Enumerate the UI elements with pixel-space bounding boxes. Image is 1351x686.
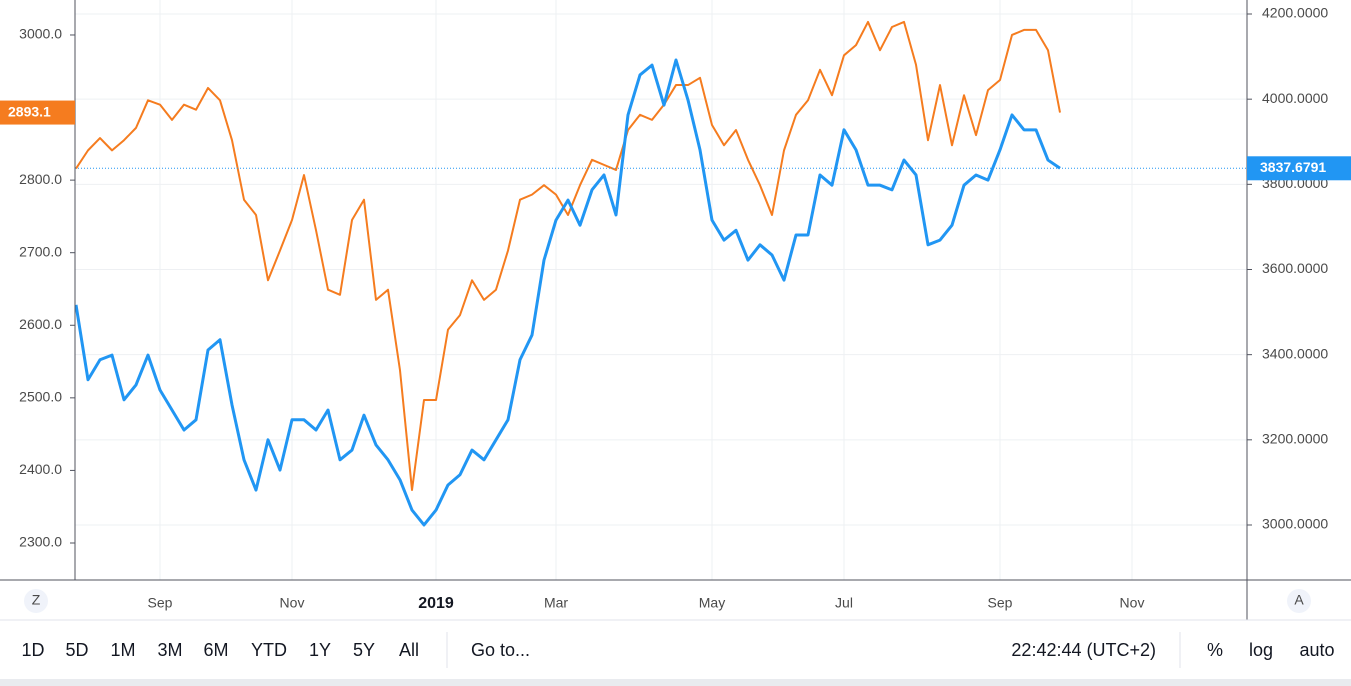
a-button-label[interactable]: A (1294, 592, 1304, 608)
range-button[interactable]: YTD (251, 640, 287, 660)
x-tick-label: Mar (544, 595, 568, 611)
x-tick-label: Nov (280, 595, 305, 611)
x-tick-label: Sep (988, 595, 1013, 611)
y-tick-label: 2500.0 (19, 389, 62, 405)
bottom-strip (0, 679, 1351, 686)
option-button[interactable]: log (1249, 640, 1273, 660)
y2-tick-label: 4200.0000 (1262, 5, 1328, 21)
price-label: 3837.6791 (1260, 159, 1326, 175)
price-label-box (1247, 156, 1351, 181)
y2-tick-label: 3200.0000 (1262, 431, 1328, 447)
price-label-box (0, 100, 75, 125)
x-tick-label: Jul (835, 595, 853, 611)
range-button[interactable]: 1Y (309, 640, 331, 660)
series-line (74, 58, 1061, 527)
goto-button[interactable]: Go to... (471, 640, 530, 660)
range-button[interactable]: 3M (157, 640, 182, 660)
y-tick-label: 2700.0 (19, 243, 62, 259)
range-button[interactable]: All (399, 640, 419, 660)
a-button[interactable] (1287, 589, 1311, 613)
y-tick-label: 2800.0 (19, 171, 62, 187)
clock: 22:42:44 (UTC+2) (1011, 640, 1156, 660)
x-tick-label: May (699, 595, 725, 611)
x-tick-label: Sep (148, 595, 173, 611)
z-button-label[interactable]: Z (32, 592, 41, 608)
y2-tick-label: 4000.0000 (1262, 90, 1328, 106)
y2-tick-label: 3000.0000 (1262, 516, 1328, 532)
y-tick-label: 2300.0 (19, 534, 62, 550)
y2-tick-label: 3400.0000 (1262, 345, 1328, 361)
option-button[interactable]: auto (1299, 640, 1334, 660)
y-tick-label: 3000.0 (19, 26, 62, 42)
range-button[interactable]: 5Y (353, 640, 375, 660)
x-tick-label: Nov (1120, 595, 1145, 611)
range-button[interactable]: 5D (65, 640, 88, 660)
z-button[interactable] (24, 589, 48, 613)
plot (74, 20, 1247, 527)
range-button[interactable]: 1M (110, 640, 135, 660)
range-button[interactable]: 6M (203, 640, 228, 660)
option-button[interactable]: % (1207, 640, 1223, 660)
toolbar: 1D 5D 1M 3M 6M YTD 1Y 5Y All% log auto (21, 640, 1334, 660)
y2-tick-label: 3600.0000 (1262, 260, 1328, 276)
x-tick-label: 2019 (418, 595, 454, 612)
y-tick-label: 2600.0 (19, 316, 62, 332)
price-label: 2893.1 (8, 103, 51, 119)
series-line (75, 20, 1061, 492)
y-tick-label: 2400.0 (19, 461, 62, 477)
range-button[interactable]: 1D (21, 640, 44, 660)
